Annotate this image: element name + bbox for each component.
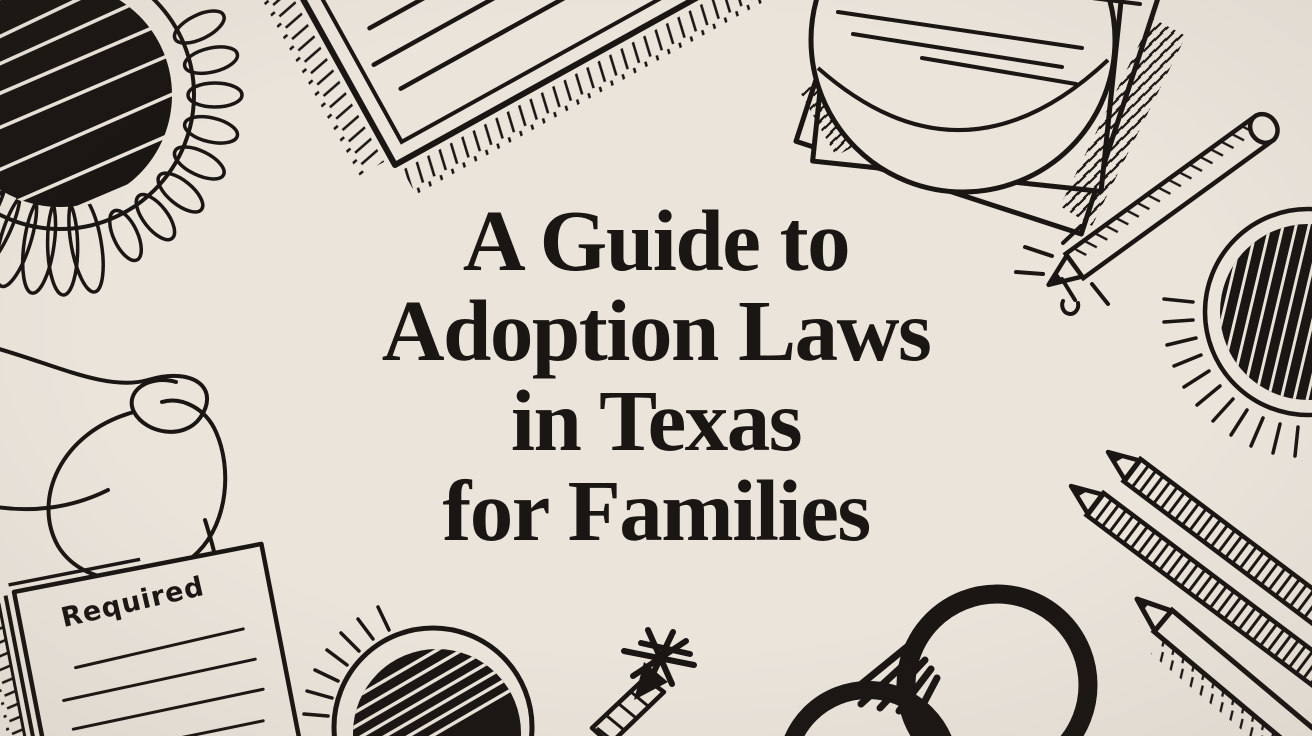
page-title: A Guide to Adoption Laws in Texas for Fa… bbox=[0, 196, 1312, 556]
title-line-1: A Guide to bbox=[462, 192, 851, 289]
pen-icon bbox=[1014, 111, 1280, 316]
title-line-3: in Texas bbox=[510, 372, 803, 469]
title-line-2: Adoption Laws bbox=[381, 282, 932, 379]
notepad-icon bbox=[62, 0, 947, 195]
scribble-dot-icon bbox=[302, 605, 535, 736]
double-rings-icon bbox=[784, 584, 1098, 736]
required-note: Required bbox=[0, 541, 306, 736]
sparkle-icon bbox=[1014, 224, 1110, 316]
title-line-4: for Families bbox=[442, 462, 871, 559]
pen-icon bbox=[1134, 596, 1312, 736]
star-burst-icon bbox=[621, 627, 697, 687]
sparkle-pencil-icon bbox=[589, 627, 697, 736]
pencil-pair-icon bbox=[1068, 449, 1312, 736]
mirror-on-papers-icon bbox=[793, 0, 1186, 237]
